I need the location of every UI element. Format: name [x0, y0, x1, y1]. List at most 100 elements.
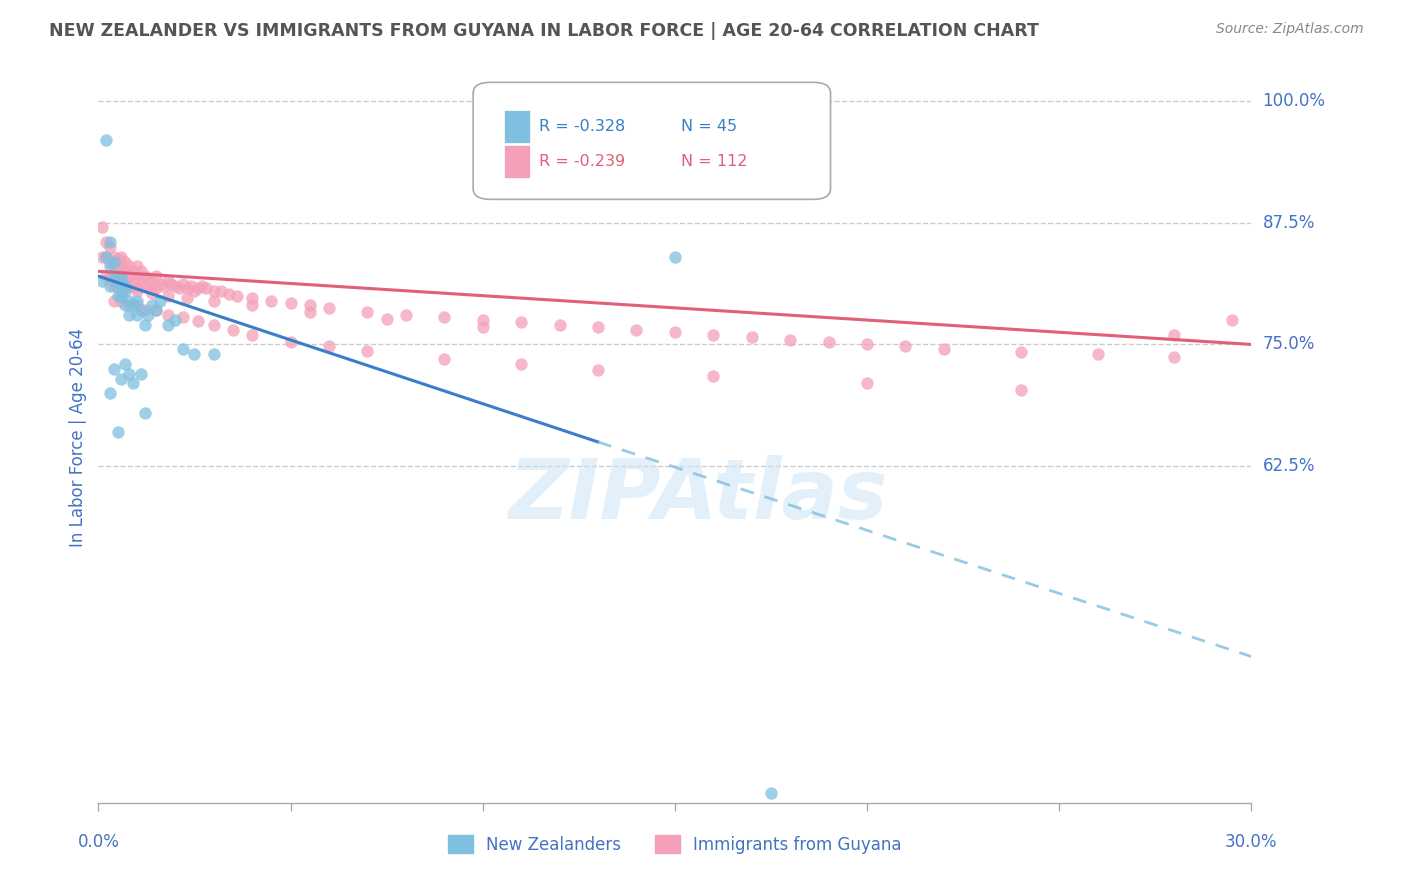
Point — [118, 367, 141, 381]
Point — [510, 357, 533, 371]
Point — [260, 293, 283, 308]
Point — [225, 288, 247, 302]
Point — [110, 279, 132, 293]
Point — [129, 274, 152, 288]
Point — [298, 305, 321, 319]
Point — [510, 315, 533, 329]
Point — [149, 277, 172, 291]
Point — [172, 277, 194, 291]
Point — [141, 285, 163, 300]
Bar — [505, 110, 530, 143]
Point — [471, 313, 494, 327]
Point — [110, 260, 132, 274]
Point — [240, 291, 263, 305]
Point — [187, 281, 209, 295]
Text: N = 112: N = 112 — [681, 154, 747, 169]
Point — [107, 252, 129, 266]
Point — [167, 281, 190, 295]
Point — [548, 318, 571, 332]
Point — [1220, 313, 1243, 327]
Point — [664, 250, 686, 264]
Point — [209, 284, 232, 298]
Point — [114, 284, 136, 298]
Point — [375, 312, 398, 326]
Point — [141, 274, 163, 288]
Point — [103, 279, 125, 293]
Point — [110, 371, 132, 385]
Point — [156, 318, 179, 332]
Point — [103, 293, 125, 308]
Point — [1163, 350, 1185, 364]
Point — [160, 277, 183, 291]
Point — [202, 318, 225, 332]
Point — [125, 308, 148, 322]
Point — [110, 274, 132, 288]
Point — [187, 314, 209, 328]
Point — [145, 269, 167, 284]
Point — [122, 264, 145, 278]
Point — [118, 293, 141, 308]
Point — [134, 269, 156, 284]
Text: 100.0%: 100.0% — [1263, 92, 1326, 110]
Point — [183, 284, 205, 298]
Point — [586, 363, 609, 377]
Point — [122, 274, 145, 288]
Point — [107, 279, 129, 293]
Point — [129, 367, 152, 381]
Point — [779, 333, 801, 347]
Point — [145, 303, 167, 318]
Point — [176, 281, 198, 295]
Point — [94, 133, 117, 147]
Point — [125, 269, 148, 284]
Point — [103, 254, 125, 268]
Point — [94, 250, 117, 264]
Y-axis label: In Labor Force | Age 20-64: In Labor Force | Age 20-64 — [69, 327, 87, 547]
Point — [94, 235, 117, 249]
Point — [202, 284, 225, 298]
Text: R = -0.328: R = -0.328 — [538, 120, 626, 134]
Point — [156, 288, 179, 302]
Point — [1163, 327, 1185, 342]
Point — [202, 347, 225, 361]
Point — [149, 293, 172, 308]
Point — [103, 260, 125, 274]
Point — [110, 269, 132, 284]
Point — [118, 269, 141, 284]
Text: R = -0.239: R = -0.239 — [538, 154, 624, 169]
Point — [180, 279, 202, 293]
Point — [125, 284, 148, 298]
Point — [107, 425, 129, 440]
Point — [433, 352, 456, 367]
Point — [125, 260, 148, 274]
Point — [195, 281, 218, 295]
Point — [134, 318, 156, 332]
Point — [1010, 384, 1032, 398]
Point — [118, 260, 141, 274]
Point — [356, 344, 378, 359]
Point — [94, 269, 117, 284]
Point — [110, 288, 132, 302]
Point — [318, 339, 340, 353]
Legend: New Zealanders, Immigrants from Guyana: New Zealanders, Immigrants from Guyana — [441, 829, 908, 860]
Text: N = 45: N = 45 — [681, 120, 737, 134]
Point — [134, 303, 156, 318]
Point — [741, 329, 763, 343]
Text: 75.0%: 75.0% — [1263, 335, 1315, 353]
Bar — [505, 145, 530, 178]
Point — [122, 298, 145, 312]
Text: 62.5%: 62.5% — [1263, 458, 1315, 475]
Point — [218, 286, 240, 301]
Text: ZIPAtlas: ZIPAtlas — [508, 455, 887, 536]
Text: 87.5%: 87.5% — [1263, 213, 1315, 232]
Point — [586, 319, 609, 334]
Point — [110, 284, 132, 298]
Point — [110, 250, 132, 264]
Point — [134, 279, 156, 293]
Point — [98, 269, 121, 284]
Point — [98, 240, 121, 254]
Point — [110, 269, 132, 284]
Point — [202, 293, 225, 308]
Point — [114, 274, 136, 288]
Point — [156, 274, 179, 288]
Point — [280, 335, 302, 350]
